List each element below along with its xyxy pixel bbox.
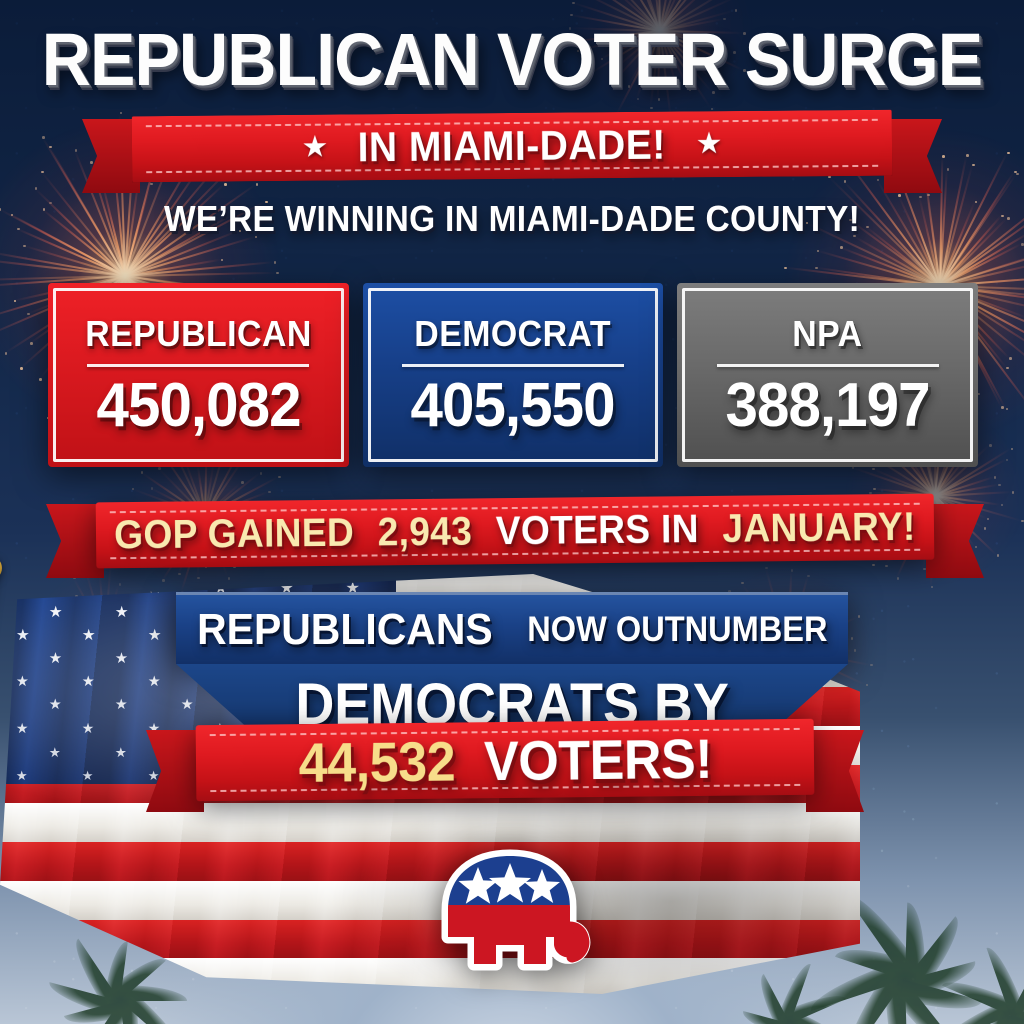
star-icon-right: ★ — [696, 129, 723, 159]
stat-card-democrat: DEMOCRAT 405,550 — [363, 283, 664, 467]
stat-card-republican: REPUBLICAN 450,082 — [48, 283, 349, 467]
stat-card-divider — [717, 364, 939, 367]
stat-card-republican-inner: REPUBLICAN 450,082 — [53, 288, 344, 462]
stat-card-democrat-label: DEMOCRAT — [415, 313, 612, 355]
stat-card-npa: NPA 388,197 — [677, 283, 978, 467]
page-title: REPUBLICAN VOTER SURGE — [41, 22, 983, 98]
miami-dade-ribbon: ★ IN MIAMI-DADE! ★ — [132, 110, 893, 183]
stat-card-democrat-value: 405,550 — [411, 375, 615, 437]
voters-difference-number: 44,532 — [298, 729, 455, 794]
gop-gained-prefix: GOP GAINED — [114, 510, 354, 557]
miami-dade-ribbon-label: IN MIAMI-DADE! — [358, 121, 667, 172]
stat-card-npa-label: NPA — [792, 313, 862, 355]
gop-gained-middle: VOTERS IN — [496, 507, 699, 553]
stat-card-divider — [87, 364, 309, 367]
party-stat-cards: REPUBLICAN 450,082 DEMOCRAT 405,550 NPA … — [48, 283, 978, 467]
gop-elephant-logo-icon — [434, 845, 596, 980]
voters-difference-ribbon: 44,532 VOTERS! — [196, 719, 815, 801]
subtitle: WE’RE WINNING IN MIAMI-DADE COUNTY! — [36, 198, 988, 240]
gop-gained-count: 2,943 — [378, 509, 473, 554]
stat-card-npa-value: 388,197 — [726, 375, 930, 437]
flag-star-icon: ★ — [16, 579, 30, 598]
gop-gained-month: JANUARY! — [722, 504, 916, 550]
outnumber-banner: REPUBLICANS NOW OUTNUMBER — [176, 592, 848, 664]
stat-card-republican-label: REPUBLICAN — [85, 313, 312, 355]
star-icon-left: ★ — [301, 133, 328, 163]
outnumber-banner-now-outnumber: NOW OUTNUMBER — [527, 610, 827, 650]
stat-card-republican-value: 450,082 — [96, 375, 300, 437]
stat-card-divider — [402, 364, 624, 367]
outnumber-banner-republicans: REPUBLICANS — [197, 605, 493, 655]
gop-gained-ribbon: GOP GAINED 2,943 VOTERS IN JANUARY! — [96, 494, 935, 569]
flag-star-icon: ★ — [82, 579, 96, 598]
stat-card-democrat-inner: DEMOCRAT 405,550 — [368, 288, 659, 462]
infographic-canvas: ★★★★★★★★★★★★★★★★★★★★★★★★★★★★★★★★★★★★★★★★… — [0, 0, 1024, 1024]
voters-difference-word: VOTERS! — [483, 726, 712, 791]
stat-card-npa-inner: NPA 388,197 — [682, 288, 973, 462]
